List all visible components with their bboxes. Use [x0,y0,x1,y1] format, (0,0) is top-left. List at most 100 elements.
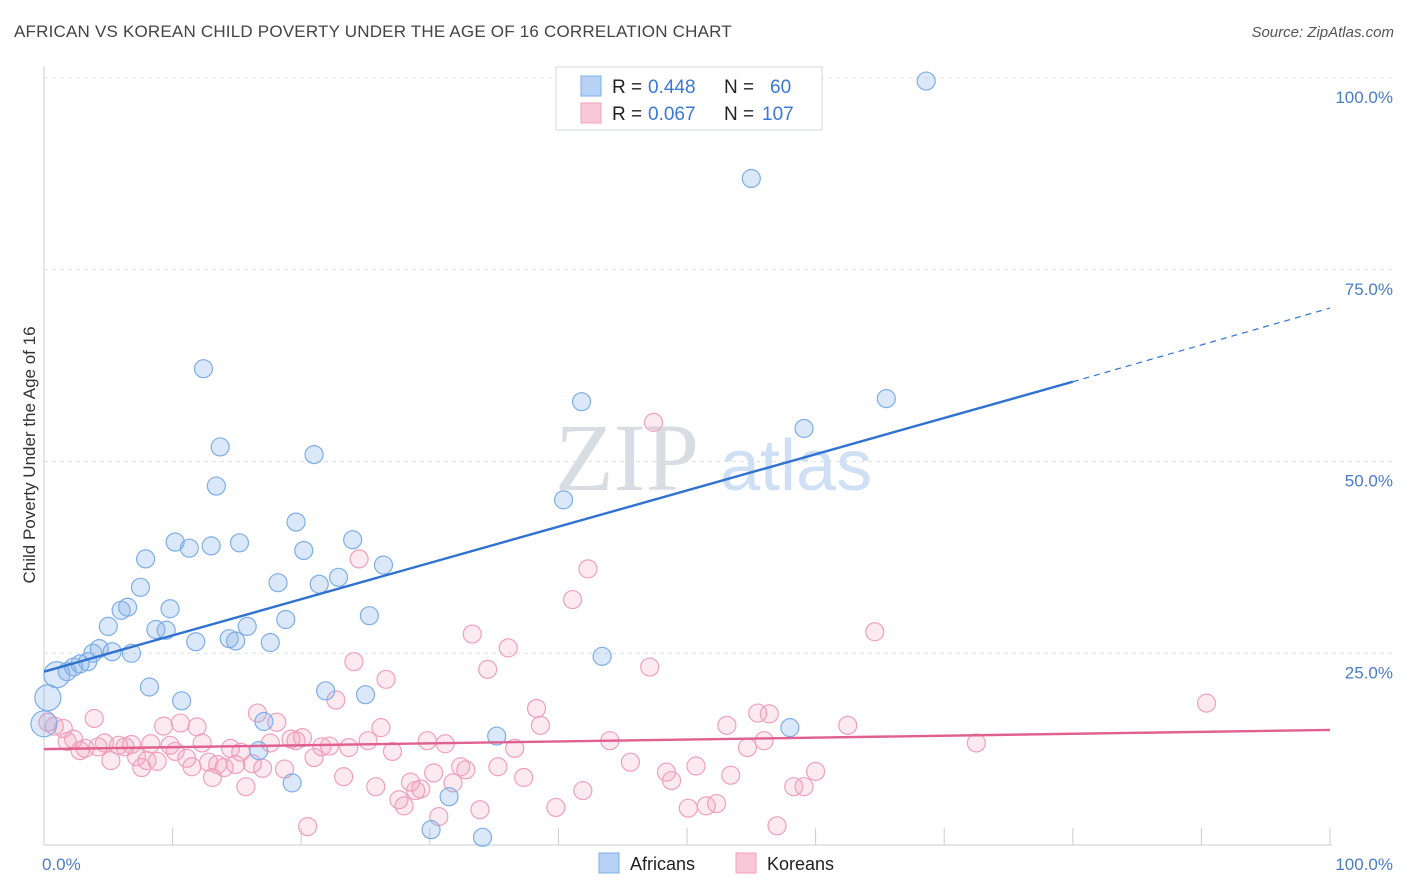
africans-point [794,418,814,439]
africans-point [592,646,612,666]
africans-point [343,530,363,550]
koreans-point [530,715,550,735]
africans-point [146,619,166,640]
koreans-point [187,717,207,737]
africans-point [206,476,226,496]
africans-point [30,710,58,738]
africans-point [553,490,574,510]
koreans-point [838,715,858,735]
koreans-point [546,797,566,818]
africans-point [373,555,394,575]
koreans-point [1196,693,1217,713]
africans-trend-line [43,380,1074,673]
africans-point [130,577,151,597]
koreans-point [505,738,525,758]
koreans-point [339,737,359,758]
gridlines [44,77,1396,654]
legend-r-value-2: 0.067 [648,104,696,125]
koreans-point [192,733,212,753]
koreans-point [394,796,414,816]
africans-point [780,718,800,738]
koreans-point [514,767,534,788]
legend-n-label-2: N = [724,104,754,125]
koreans-point [562,589,583,610]
africans-point [160,599,180,619]
koreans-point [754,731,774,751]
africans-point [268,573,288,593]
koreans-point [147,751,167,771]
watermark-zip: ZIP [555,404,699,511]
koreans-point [376,669,396,689]
bottom-legend-swatch-koreans [735,852,757,874]
africans-point [309,574,329,594]
koreans-point [371,718,391,738]
africans-point [282,773,302,793]
koreans-point [578,559,598,579]
koreans-point [411,779,431,799]
koreans-point [678,798,698,818]
africans-point [34,684,62,712]
koreans-point [312,737,332,757]
koreans-point [794,777,814,797]
series-legend: Africans Koreans [598,852,834,874]
koreans-point [643,412,664,432]
koreans-point [721,765,741,785]
koreans-point [488,757,508,777]
y-tick-label: 50.0% [1345,472,1393,491]
koreans-point [686,756,706,776]
chart-title: AFRICAN VS KOREAN CHILD POVERTY UNDER TH… [14,22,732,41]
africans-point [355,685,376,705]
africans-point [117,597,138,617]
africans-point [186,632,206,652]
africans-point [286,512,306,532]
y-tick-label: 25.0% [1345,663,1393,682]
africans-point [487,726,507,746]
africans-point [276,609,296,630]
africans-point [741,168,761,189]
koreans-point [182,757,202,777]
africans-point [254,711,274,732]
koreans-point [226,754,246,775]
series-koreans [38,412,1217,837]
africans-point [294,540,314,561]
koreans-point [253,758,273,778]
koreans-point [214,757,234,778]
koreans-point [805,761,826,781]
africans-point [359,606,379,626]
koreans-point [349,549,369,569]
africans-point [304,444,324,465]
koreans-point [304,747,324,768]
koreans-point [298,816,318,837]
africans-point [571,392,592,412]
bottom-legend-koreans: Koreans [767,854,834,874]
africans-point [260,632,280,653]
koreans-point [966,733,986,753]
watermark: ZIP atlas [555,404,872,511]
africans-point [193,359,214,379]
koreans-point [462,624,482,644]
koreans-point [424,763,444,783]
koreans-point [865,622,885,642]
koreans-point [382,741,403,762]
koreans-point [451,757,471,777]
trend-lines [43,307,1331,751]
koreans-point [153,716,174,736]
africans-trend-extension [1072,307,1331,383]
koreans-point [141,734,161,754]
africans-point [316,681,336,701]
watermark-atlas: atlas [720,426,872,506]
x-tick-label-min: 0.0% [42,855,81,874]
africans-point [210,437,230,457]
africans-point [172,691,192,711]
legend-r-label-2: R = [612,104,642,125]
koreans-point [573,780,593,801]
legend-swatch-africans [580,75,602,97]
koreans-point [170,713,190,733]
koreans-point [84,708,104,729]
koreans-point [640,657,660,677]
africans-point [421,820,441,840]
africans-point [201,536,221,556]
africans-point [98,616,118,637]
africans-point [916,71,936,91]
koreans-point [236,777,256,797]
